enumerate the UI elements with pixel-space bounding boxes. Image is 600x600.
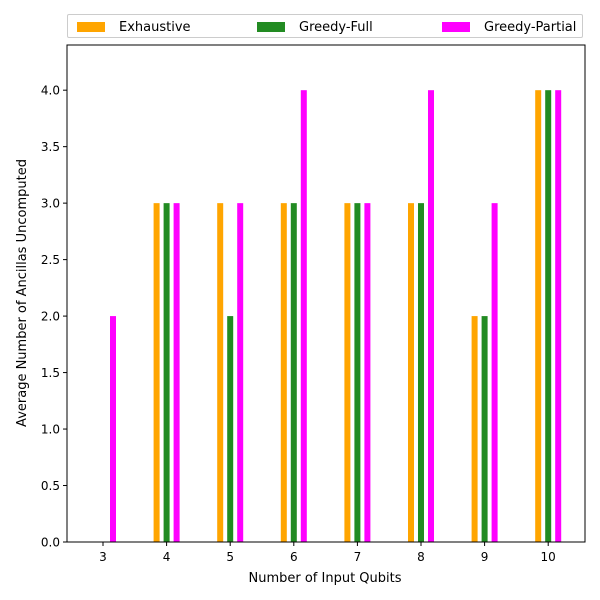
- bar-exhaustive-7: [344, 203, 351, 542]
- y-tick-label: 2.0: [41, 310, 60, 324]
- y-tick-label: 3.0: [41, 197, 60, 211]
- bar-greedy-full-6: [290, 203, 297, 542]
- y-tick-label: 2.5: [41, 253, 60, 267]
- axes-group: 0.0 0.5 1.0 1.5 2.0 2.5 3.0 3.5 4.0 3 4 5 6 7 8 9 10: [41, 44, 586, 564]
- legend-swatch-exhaustive: [77, 22, 105, 32]
- y-tick-label: 3.5: [41, 140, 60, 154]
- x-axis-label: Number of Input Qubits: [248, 571, 401, 586]
- legend-item-greedy-partial: Greedy-Partial: [442, 18, 576, 36]
- bar-greedy-full-4: [163, 203, 170, 542]
- bar-greedy-full-8: [418, 203, 424, 542]
- x-tick-label: 7: [354, 550, 362, 564]
- x-tick-label: 8: [417, 550, 425, 564]
- legend-swatch-greedy-partial: [442, 22, 470, 32]
- bar-greedy-full-10: [545, 90, 552, 543]
- legend-label-greedy-partial: Greedy-Partial: [484, 19, 577, 35]
- bar-greedy-full-5: [227, 316, 234, 542]
- bar-greedy-partial-10: [555, 90, 562, 543]
- y-tick-label: 4.0: [41, 84, 60, 98]
- legend-item-greedy-full: Greedy-Full: [257, 18, 373, 36]
- y-tick-label: 1.5: [41, 366, 60, 380]
- legend-label-exhaustive: Exhaustive: [119, 19, 191, 35]
- bar-exhaustive-10: [535, 90, 542, 543]
- bar-exhaustive-9: [471, 316, 478, 542]
- bar-greedy-partial-9: [491, 203, 498, 542]
- y-tick-label: 1.0: [41, 423, 60, 437]
- bar-exhaustive-8: [408, 203, 414, 542]
- x-tick-label: 9: [481, 550, 489, 564]
- x-tick-label: 6: [290, 550, 298, 564]
- legend: Exhaustive Greedy-Full Greedy-Partial: [67, 14, 583, 38]
- bar-greedy-partial-3: [110, 316, 116, 542]
- legend-label-greedy-full: Greedy-Full: [299, 19, 373, 35]
- bar-exhaustive-4: [153, 203, 160, 542]
- legend-item-exhaustive: Exhaustive: [77, 18, 191, 36]
- bar-greedy-full-7: [354, 203, 361, 542]
- plot-frame: [66, 44, 586, 543]
- y-tick-label: 0.5: [41, 479, 60, 493]
- bar-exhaustive-5: [217, 203, 224, 542]
- legend-swatch-greedy-full: [257, 22, 285, 32]
- x-tick-label: 3: [99, 550, 107, 564]
- x-tick-label: 5: [226, 550, 234, 564]
- bar-greedy-partial-7: [364, 203, 371, 542]
- bar-exhaustive-6: [280, 203, 287, 542]
- bar-greedy-partial-8: [428, 90, 434, 543]
- bar-greedy-partial-4: [173, 203, 180, 542]
- bar-greedy-full-9: [481, 316, 488, 542]
- bars-group: [110, 90, 562, 543]
- bar-greedy-partial-6: [300, 90, 307, 543]
- bar-greedy-partial-5: [237, 203, 244, 542]
- x-tick-label: 4: [163, 550, 171, 564]
- y-tick-label: 0.0: [41, 536, 60, 550]
- y-axis-label: Average Number of Ancillas Uncomputed: [15, 159, 30, 427]
- x-tick-label: 10: [541, 550, 556, 564]
